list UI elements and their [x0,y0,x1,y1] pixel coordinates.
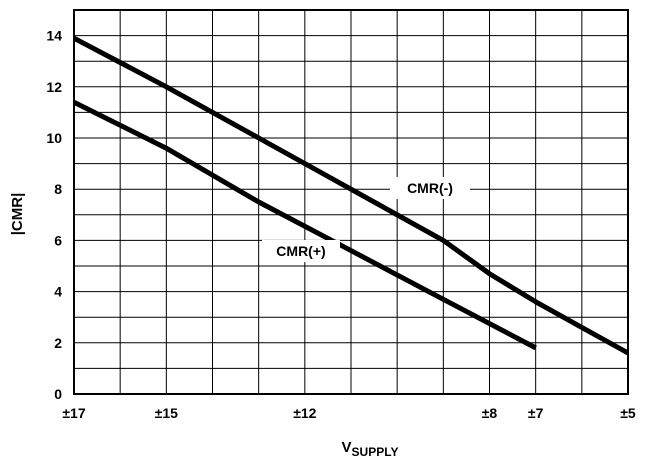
series-line-cmr-plus [72,99,537,351]
x-tick-label: ±12 [293,405,316,421]
y-tick-label: 0 [54,386,62,402]
y-tick-label: 4 [54,284,62,300]
grid [74,10,628,394]
x-tick-label: ±7 [528,405,544,421]
y-tick-label: 10 [46,130,62,146]
x-tick-labels: ±17 ±15 ±12 ±8 ±7 ±5 [62,405,636,421]
y-tick-label: 8 [54,181,62,197]
x-tick-label: ±5 [620,405,636,421]
plot-frame [73,9,629,395]
series-label-background [262,240,340,262]
x-axis-label-main: V [342,439,352,456]
y-tick-label: 14 [46,28,62,44]
y-axis-label: |CMR| [9,193,26,236]
series-label-background [390,177,470,199]
x-tick-label: ±8 [482,405,498,421]
series-labels: CMR(-) CMR(+) [262,177,470,262]
series-line-cmr-minus [72,35,630,356]
x-axis-label: VSUPPLY [342,439,399,459]
y-tick-label: 6 [54,232,62,248]
series-label: CMR(-) [407,180,453,196]
x-tick-label: ±17 [62,405,85,421]
series-lines [72,35,630,356]
x-axis-label-sub: SUPPLY [352,445,399,459]
x-tick-label: ±15 [155,405,178,421]
y-tick-label: 2 [54,335,62,351]
series-label: CMR(+) [276,243,325,259]
y-tick-label: 12 [46,79,62,95]
y-tick-labels: 0 2 4 6 8 10 12 14 [46,28,62,402]
